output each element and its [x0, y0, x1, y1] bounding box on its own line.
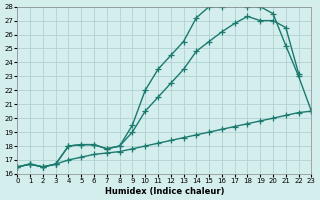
X-axis label: Humidex (Indice chaleur): Humidex (Indice chaleur): [105, 187, 224, 196]
